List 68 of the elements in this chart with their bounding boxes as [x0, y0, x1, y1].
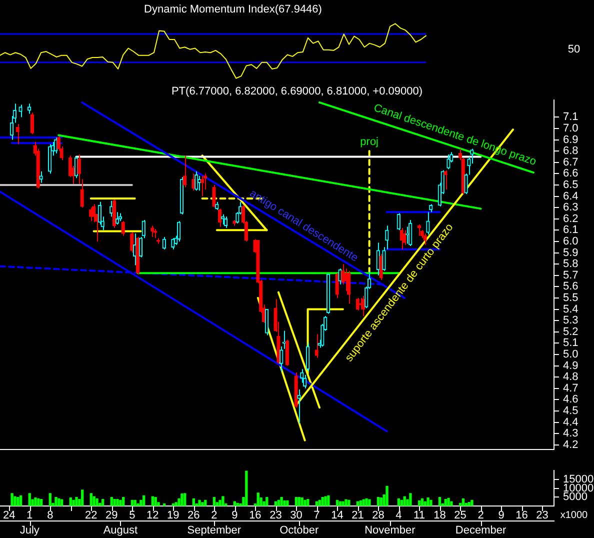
- y-tick-label: 5.7: [563, 269, 578, 282]
- x2-tick-label: December: [455, 524, 506, 537]
- x-tick-label: 18: [434, 510, 446, 522]
- y-tick-label: 6.0: [563, 235, 578, 248]
- y-tick-label: 6.7: [563, 156, 578, 168]
- chart-title: Dynamic Momentum Index(67.9446): [144, 4, 322, 16]
- y-tick-label: 5.5: [563, 292, 578, 304]
- x-tick-label: 23: [270, 510, 282, 522]
- y-tick-label: 5.2: [563, 326, 578, 338]
- x-tick-label: 29: [106, 510, 118, 522]
- x-tick-label: 5: [129, 510, 136, 522]
- y-axis-title: x1000: [560, 510, 588, 521]
- x2-tick-label: August: [103, 524, 138, 537]
- y-tick-label: 5.9: [563, 246, 578, 259]
- y-tick-label: 5.3: [563, 314, 578, 327]
- x2-tick-label: November: [364, 524, 416, 537]
- y-tick-label: 7.1: [563, 111, 578, 124]
- x-tick-label: 26: [188, 510, 200, 522]
- y-tick-label: 5.1: [563, 337, 578, 350]
- x2-tick-label: September: [187, 524, 242, 537]
- y-tick-label: 4.7: [563, 382, 578, 394]
- y-tick-label: 6.9: [563, 134, 578, 146]
- y-tick-label: 5.8: [563, 258, 578, 270]
- x-tick-label: 14: [331, 510, 344, 522]
- y-tick-label: 7.0: [563, 122, 578, 134]
- x-tick-label: 24: [2, 510, 16, 522]
- x-tick-label: 12: [146, 510, 159, 522]
- y-tick-label: 5.4: [563, 303, 578, 316]
- y-tick-label: 4.2: [563, 438, 578, 451]
- y-tick-label: 6.4: [563, 190, 578, 202]
- x-tick-label: 2: [211, 510, 218, 522]
- x-tick-label: 16: [249, 510, 262, 522]
- y-tick-label: 5000: [563, 491, 588, 504]
- y-tick-label: 4.3: [563, 428, 578, 440]
- y-tick-label: 4.9: [563, 360, 578, 372]
- x-tick-label: 21: [352, 510, 364, 522]
- y-tick-label: 5.6: [563, 280, 578, 293]
- y-tick-label: 6.6: [563, 168, 578, 180]
- chart-title: PT(6.77000, 6.82000, 6.69000, 6.81000, +0.09000): [171, 86, 423, 98]
- x-tick-label: 30: [290, 510, 302, 522]
- x-tick-label: 7: [314, 510, 320, 522]
- x-tick-label: 25: [454, 510, 466, 522]
- x-tick-label: 16: [516, 510, 528, 522]
- annotation: proj: [360, 136, 379, 148]
- y-tick-label: 6.3: [563, 202, 578, 214]
- y-tick-label: 4.6: [563, 394, 578, 406]
- y-tick-label: 4.5: [563, 405, 578, 418]
- y-tick-label: 4.4: [563, 416, 578, 428]
- x-tick-label: 4: [396, 510, 402, 522]
- x-tick-label: 11: [414, 510, 425, 522]
- x2-tick-label: July: [20, 524, 40, 537]
- y-tick-label: 6.5: [563, 178, 578, 191]
- x-tick-label: 9: [498, 510, 504, 522]
- x2-tick-label: October: [280, 524, 320, 537]
- x-tick-label: 9: [232, 510, 238, 522]
- x-tick-label: 2: [478, 510, 484, 522]
- x-tick-label: 19: [167, 510, 180, 522]
- y-tick-label: 6.1: [563, 224, 578, 236]
- y-tick-label: 5.0: [563, 348, 578, 361]
- y-tick-label: 6.8: [563, 145, 578, 158]
- x-tick-label: 1: [26, 510, 33, 522]
- y-tick-label: 4.8: [563, 371, 578, 384]
- x-tick-label: 23: [536, 510, 548, 522]
- x-tick-label: 22: [85, 510, 98, 522]
- text: 50: [568, 44, 580, 56]
- x-tick-label: 28: [372, 510, 384, 522]
- x-tick-label: 8: [47, 510, 54, 522]
- y-tick-label: 6.2: [563, 212, 578, 225]
